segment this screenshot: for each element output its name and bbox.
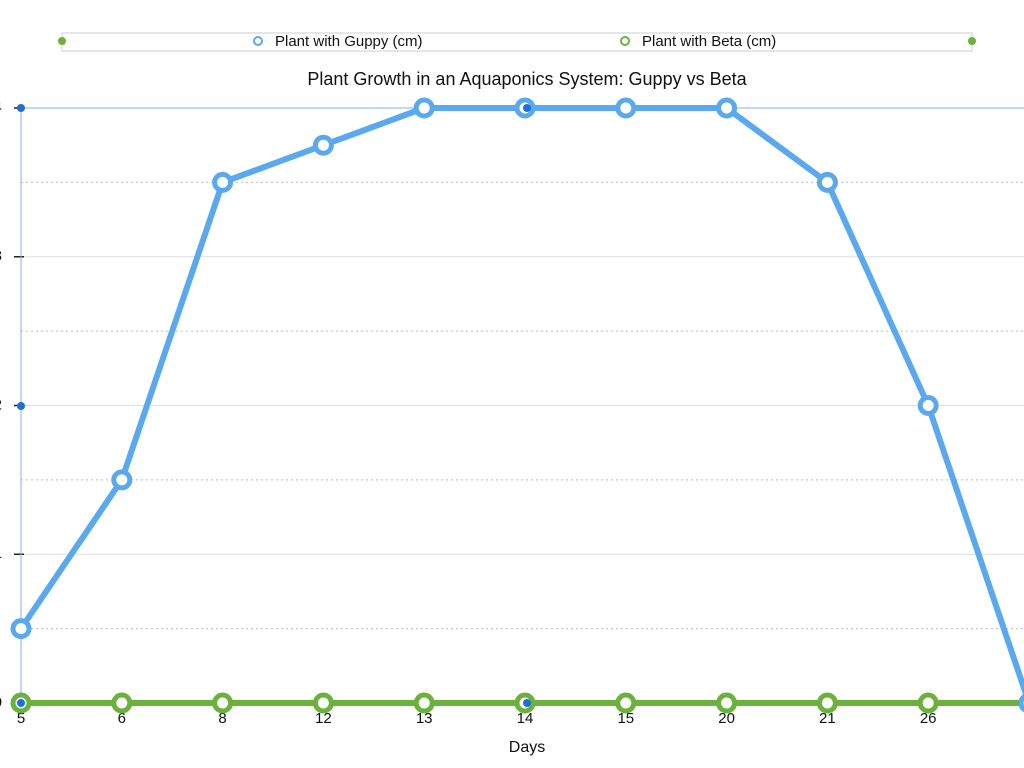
- x-tick-label: 15: [617, 710, 634, 727]
- data-point: [111, 469, 133, 491]
- data-point: [312, 134, 334, 156]
- x-tick-label: 12: [315, 710, 332, 727]
- x-tick-label: 20: [718, 710, 735, 727]
- selection-handle: [523, 699, 531, 707]
- data-point: [716, 692, 738, 714]
- y-tick-label: 4: [0, 99, 2, 116]
- data-point: [917, 395, 939, 416]
- x-tick-label: 14: [517, 710, 534, 727]
- legend-label: Plant with Beta (cm): [642, 33, 776, 50]
- x-tick-label: 8: [218, 710, 226, 727]
- data-point: [917, 692, 939, 714]
- selection-handle: [17, 104, 25, 112]
- legend-handle: [58, 37, 66, 45]
- y-tick-label: 1: [0, 545, 2, 562]
- x-axis-title: Days: [509, 739, 545, 756]
- data-point: [816, 692, 838, 714]
- data-point: [716, 97, 738, 119]
- data-point: [312, 692, 334, 714]
- legend-label: Plant with Guppy (cm): [275, 33, 423, 50]
- data-point: [615, 692, 637, 714]
- x-tick-label: 21: [819, 710, 836, 727]
- selection-handle: [17, 699, 25, 707]
- data-point: [413, 97, 435, 119]
- data-point: [212, 171, 234, 193]
- data-point: [413, 692, 435, 714]
- legend-handle: [968, 37, 976, 45]
- data-point: [111, 692, 133, 714]
- x-tick-label: 5: [17, 710, 25, 727]
- x-tick-label: 26: [920, 710, 937, 727]
- legend-marker: [253, 36, 263, 46]
- selection-handle: [523, 104, 531, 112]
- x-tick-label: 13: [416, 710, 433, 727]
- legend-marker: [620, 36, 630, 46]
- legend-box: [61, 32, 973, 52]
- data-point: [212, 692, 234, 714]
- data-point: [615, 97, 637, 119]
- data-point: [10, 618, 32, 640]
- y-tick-label: 2: [0, 396, 2, 413]
- data-point: [816, 171, 838, 193]
- y-tick-label: 0: [0, 694, 2, 711]
- chart-title: Plant Growth in an Aquaponics System: Gu…: [307, 69, 747, 89]
- y-tick-label: 3: [0, 248, 2, 265]
- x-tick-label: 6: [118, 710, 126, 727]
- selection-handle: [17, 402, 25, 410]
- data-point: [1018, 693, 1024, 713]
